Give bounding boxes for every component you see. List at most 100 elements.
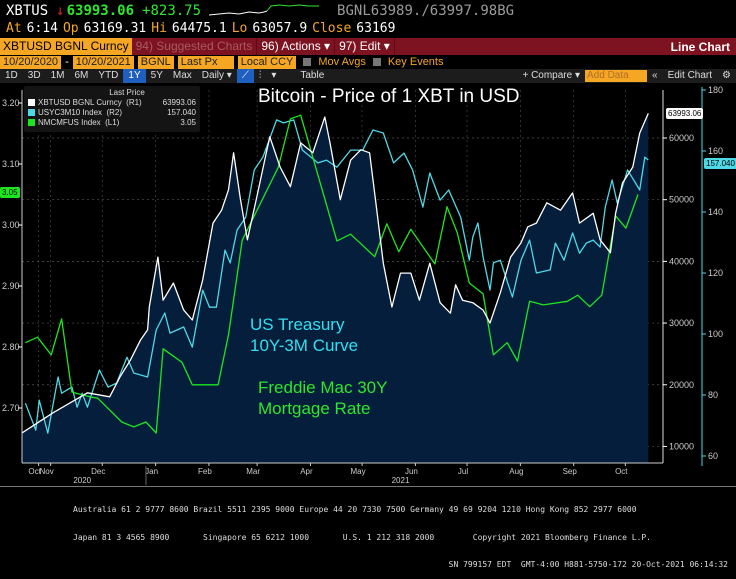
edit-menu[interactable]: 97) Edit ▾ (335, 38, 395, 55)
x-tick-label: Apr (300, 467, 313, 476)
r2-tick-label: 80 (708, 390, 718, 400)
l1-tick-label: 2.70 (2, 403, 20, 413)
r1-tick-label: 50000 (669, 195, 694, 205)
table-button[interactable]: Table (300, 70, 325, 81)
btc-last-value-tag: 63993.06 (666, 108, 704, 119)
suggested-charts-button[interactable]: 94) Suggested Charts (132, 38, 258, 55)
close-label: Close (312, 21, 352, 36)
chart-type-label: Line Chart (670, 39, 730, 54)
x-tick-label: Feb (198, 467, 212, 476)
chart-toolbar: 1D 3D 1M 6M YTD 1Y 5Y Max Daily ▾ ⟋ ⫶ ▾ Table +… (0, 69, 736, 83)
add-data-input[interactable]: Add Data (585, 70, 647, 82)
key-events-checkbox[interactable] (372, 58, 381, 66)
legend-swatch (28, 98, 35, 106)
r1-tick-label: 30000 (669, 318, 694, 328)
treasury-annotation-line1: US Treasury (250, 315, 345, 334)
mov-avgs-checkbox[interactable] (303, 58, 312, 66)
r1-tick-label: 10000 (669, 441, 694, 451)
x-tick-label: Nov (40, 467, 54, 476)
footer-session: SN 799157 EDT GMT-4:00 H881-5750-172 20-… (448, 560, 728, 569)
x-tick-label: May (351, 467, 366, 476)
ohlc-line: At 6:14 Op 63169.31 Hi 64475.1 Lo 63057.9 Cl… (6, 20, 395, 37)
ticker: XBTUS (6, 3, 49, 19)
l1-tick-label: 2.80 (2, 342, 20, 352)
mortgage-annotation: Freddie Mac 30Y Mortgage Rate (258, 377, 387, 419)
chart-title: Bitcoin - Price of 1 XBT in USD (258, 86, 520, 107)
key-events-label: Key Events (387, 56, 444, 68)
r1-tick-label: 40000 (669, 256, 694, 266)
legend-swatch (28, 118, 35, 126)
x-tick-label: Oct (28, 467, 41, 476)
r2-tick-label: 120 (708, 268, 723, 278)
x-tick-label: Aug (509, 467, 523, 476)
period-1m[interactable]: 1M (50, 70, 65, 81)
x-tick-label: Jan (145, 467, 158, 476)
treasury-annotation: US Treasury 10Y-3M Curve (250, 314, 358, 356)
r2-tick-label: 60 (708, 451, 718, 461)
source-input[interactable]: BGNL (137, 55, 174, 69)
r1-tick-label: 20000 (669, 380, 694, 390)
period-1y[interactable]: 1Y (123, 69, 146, 83)
curve-last-value-tag: 157.040 (704, 158, 736, 169)
x-tick-label: Sep (563, 467, 578, 476)
period-1d[interactable]: 1D (5, 70, 18, 81)
end-date-input[interactable]: 10/20/2021 (72, 55, 134, 69)
field-input[interactable]: Last Px (177, 55, 234, 69)
gear-icon[interactable]: ⚙ (722, 70, 731, 81)
period-max[interactable]: Max (172, 70, 192, 81)
l1-tick-label: 2.90 (2, 281, 20, 291)
low-value: 63057.9 (252, 21, 308, 36)
actions-menu[interactable]: 96) Actions ▾ (257, 38, 336, 55)
year-label: 2021 (392, 476, 410, 485)
chart-legend: Last Price XBTUSD BGNL Curncy (R1) 63993.… (24, 86, 200, 132)
x-tick-label: Mar (246, 467, 260, 476)
year-label: 2020 (73, 476, 91, 485)
mortgage-annotation-line1: Freddie Mac 30Y (258, 378, 388, 397)
open-value: 63169.31 (83, 21, 147, 36)
last-price: 63993.06 (66, 3, 135, 19)
legend-series-value: 3.05 (180, 117, 196, 127)
legend-swatch (28, 108, 35, 116)
mortgage-last-value-tag: 3.05 (0, 187, 20, 198)
period-ytd[interactable]: YTD (98, 70, 119, 81)
close-value: 63169 (356, 21, 396, 36)
intraday-sparkline (209, 4, 320, 16)
high-label: Hi (151, 21, 167, 36)
at-label: At (6, 21, 22, 36)
frequency-select[interactable]: Daily ▾ (201, 70, 232, 81)
legend-series-value: 157.040 (167, 107, 196, 117)
low-label: Lo (231, 21, 248, 36)
legend-series-name: XBTUSD BGNL Curncy (R1) (38, 97, 142, 107)
legend-item: XBTUSD BGNL Curncy (R1) 63993.06 (28, 97, 196, 107)
x-tick-label: Jun (405, 467, 418, 476)
series-line-xbtusd (21, 113, 649, 434)
collapse-icon[interactable]: « (652, 70, 658, 81)
period-6m[interactable]: 6M (74, 70, 89, 81)
x-tick-label: Jul (458, 467, 468, 476)
legend-item: USYC3M10 Index (R2) 157.040 (28, 107, 196, 117)
time: 6:14 (26, 21, 58, 36)
bar-chart-icon[interactable]: ⫶ (258, 70, 262, 81)
edit-chart-button[interactable]: Edit Chart (667, 70, 713, 81)
r1-tick-label: 60000 (669, 133, 694, 143)
footer-phones-1: Australia 61 2 9777 8600 Brazil 5511 239… (73, 505, 637, 514)
chevron-down-icon[interactable]: ▾ (271, 70, 277, 81)
menu-bar: XBTUSD BGNL Curncy 94) Suggested Charts … (0, 38, 736, 55)
down-arrow-icon: ↓ (56, 3, 65, 19)
line-chart: 2.70 2.80 2.90 3.00 3.10 3.20 10000 20000 30000 4… (2, 85, 723, 485)
l1-tick-label: 3.10 (2, 159, 20, 169)
currency-select[interactable]: Local CCY (237, 55, 297, 69)
period-5y[interactable]: 5Y (150, 70, 163, 81)
start-date-input[interactable]: 10/20/2020 (0, 55, 62, 69)
quote-line: XBTUS ↓ 63993.06 +823.75 BGNL63989./6399… (6, 2, 514, 20)
legend-series-name: USYC3M10 Index (R2) (38, 107, 123, 117)
r2-tick-label: 100 (708, 329, 723, 339)
footer-phones-2: Japan 81 3 4565 8900 Singapore 65 6212 1… (73, 532, 651, 542)
legend-series-name: NMCMFUS Index (L1) (38, 117, 120, 127)
high-value: 64475.1 (171, 21, 227, 36)
mortgage-annotation-line2: Mortgage Rate (258, 399, 371, 418)
compare-button[interactable]: + Compare ▾ (522, 70, 580, 81)
security-field[interactable]: XBTUSD BGNL Curncy (0, 38, 132, 55)
period-3d[interactable]: 3D (27, 70, 41, 81)
line-chart-icon[interactable]: ⟋ (236, 69, 254, 83)
